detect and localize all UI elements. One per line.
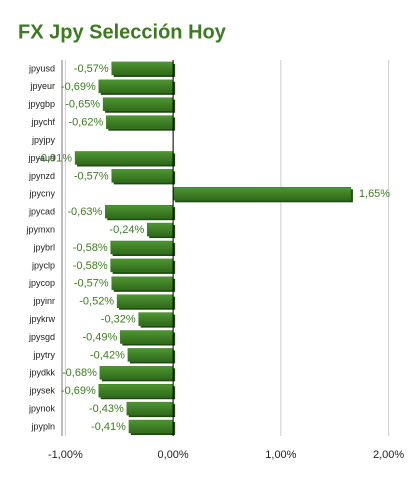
bar bbox=[105, 204, 174, 219]
bar bbox=[138, 312, 174, 326]
bar bbox=[127, 348, 174, 362]
bar bbox=[111, 276, 174, 291]
x-tick-label: 2,00% bbox=[373, 449, 404, 461]
category-label: jpysek bbox=[28, 386, 55, 396]
value-label: -0,43% bbox=[89, 403, 124, 415]
category-label: jpybrl bbox=[32, 242, 55, 252]
value-label: -0,57% bbox=[74, 63, 109, 75]
value-label: -0,91% bbox=[37, 152, 72, 164]
bar bbox=[116, 294, 174, 308]
value-label: -0,69% bbox=[61, 385, 96, 397]
value-label: -0,42% bbox=[90, 349, 125, 361]
category-label: jpyjpy bbox=[31, 135, 56, 145]
value-label: -0,58% bbox=[73, 260, 108, 272]
category-label: jpypln bbox=[30, 421, 55, 431]
value-label: -0,63% bbox=[67, 206, 102, 218]
category-label: jpycop bbox=[28, 278, 55, 288]
value-label: -0,49% bbox=[82, 331, 117, 343]
bar bbox=[126, 401, 174, 416]
value-label: -0,68% bbox=[62, 367, 97, 379]
bar bbox=[102, 97, 174, 112]
category-label: jpysgd bbox=[28, 332, 55, 342]
bar bbox=[147, 222, 174, 237]
value-label: -0,24% bbox=[109, 224, 144, 236]
x-tick-label: 1,00% bbox=[265, 449, 296, 461]
value-label: -0,58% bbox=[73, 242, 108, 254]
category-label: jpytry bbox=[32, 350, 55, 360]
value-label: -0,52% bbox=[79, 296, 114, 308]
value-label: 1,65% bbox=[359, 188, 390, 200]
category-label: jpychf bbox=[30, 117, 55, 127]
bar bbox=[98, 79, 174, 94]
bar bbox=[128, 419, 174, 434]
bar bbox=[99, 366, 174, 380]
category-label: jpyaud bbox=[27, 153, 55, 163]
bar bbox=[111, 169, 174, 183]
category-label: jpynzd bbox=[28, 171, 55, 181]
value-label: -0,32% bbox=[101, 314, 136, 326]
value-label: -0,62% bbox=[68, 117, 103, 129]
bar bbox=[111, 61, 174, 76]
value-label: -0,57% bbox=[74, 278, 109, 290]
x-tick-label: -1,00% bbox=[48, 449, 83, 461]
category-label: jpymxn bbox=[25, 224, 55, 234]
chart-title: FX Jpy Selección Hoy bbox=[18, 21, 227, 43]
bar bbox=[74, 151, 174, 165]
category-label: jpykrw bbox=[28, 314, 55, 324]
bar bbox=[172, 187, 352, 201]
category-label: jpycad bbox=[28, 207, 55, 217]
category-label: jpygbp bbox=[27, 99, 55, 109]
category-label: jpyclp bbox=[31, 260, 55, 270]
category-label: jpydkk bbox=[28, 368, 55, 378]
bar bbox=[106, 115, 174, 129]
bar bbox=[110, 240, 174, 255]
bar bbox=[120, 330, 174, 344]
category-label: jpycny bbox=[28, 189, 55, 199]
value-label: -0,57% bbox=[74, 170, 109, 182]
bar bbox=[98, 383, 174, 398]
value-label: -0,69% bbox=[61, 81, 96, 93]
category-label: jpynok bbox=[28, 404, 56, 414]
category-label: jpyinr bbox=[32, 296, 55, 306]
value-label: -0,65% bbox=[65, 99, 100, 111]
value-label: -0,41% bbox=[91, 421, 126, 433]
bar bbox=[110, 258, 174, 273]
category-label: jpyeur bbox=[29, 81, 55, 91]
category-label: jpyusd bbox=[28, 63, 55, 73]
x-tick-label: 0,00% bbox=[158, 449, 189, 461]
